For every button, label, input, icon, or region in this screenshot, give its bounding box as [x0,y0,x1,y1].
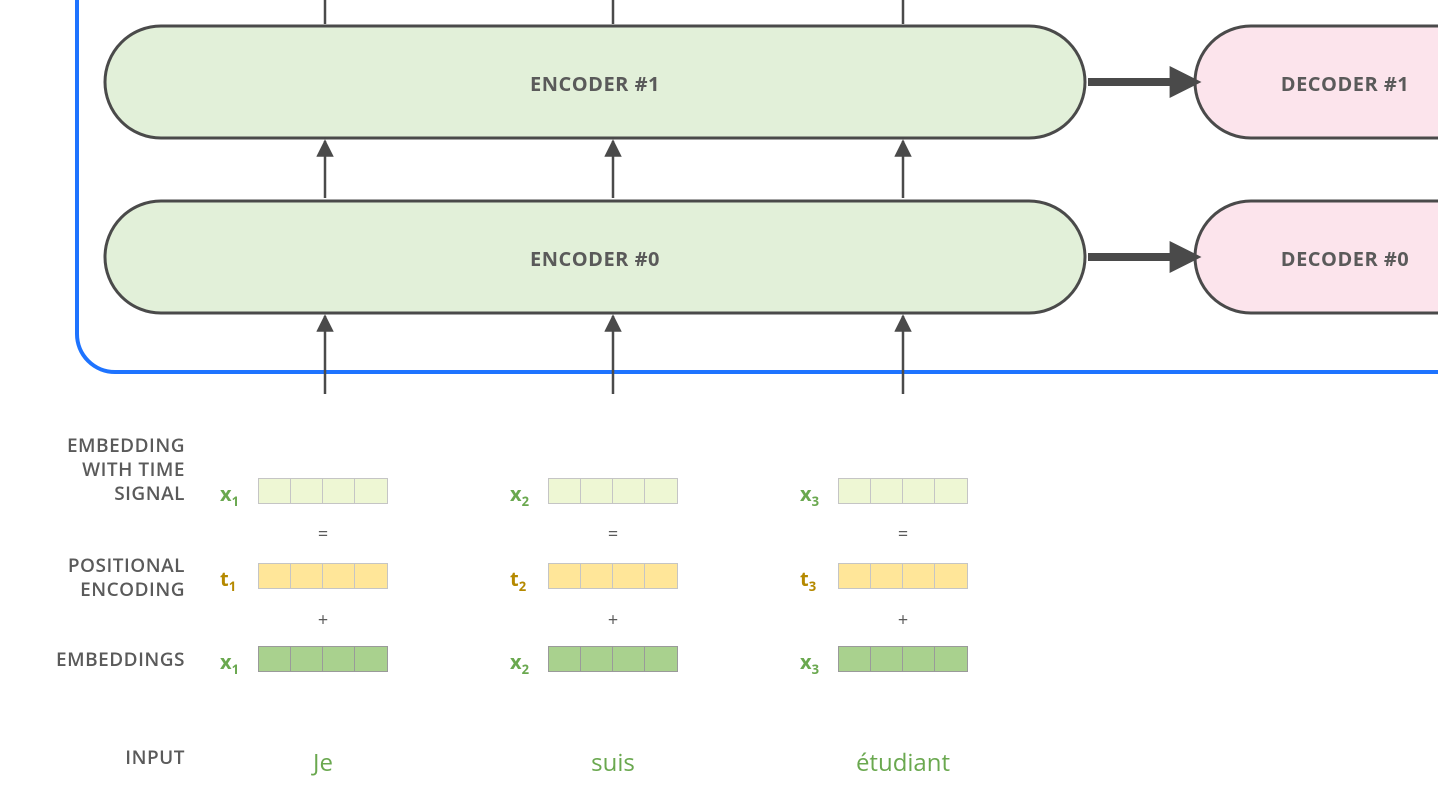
input-word-1: Je [218,746,428,779]
var-x-signal-2: x2 [510,480,529,510]
decoder-0-label: DECODER #0 [1195,245,1438,272]
row-label-embeddings: EMBEDDINGS [0,648,185,672]
op-eq-3: = [838,522,968,546]
op-eq-2: = [548,522,678,546]
var-x-signal-1: x1 [220,480,239,510]
row-label-positional: POSITIONALENCODING [0,554,185,602]
input-word-3: étudiant [798,746,1008,779]
vector-x-signal-2 [548,478,678,504]
vector-t-2 [548,563,678,589]
vector-x-signal-3 [838,478,968,504]
vector-t-3 [838,563,968,589]
var-t-1: t1 [220,565,236,595]
diagram-canvas [0,0,1438,793]
vector-x-embed-3 [838,646,968,672]
var-x-embed-3: x3 [800,648,819,678]
var-t-2: t2 [510,565,526,595]
var-t-3: t3 [800,565,816,595]
vector-x-signal-1 [258,478,388,504]
encoder-0-label: ENCODER #0 [105,245,1085,272]
vector-t-1 [258,563,388,589]
row-label-embedding-signal: EMBEDDINGWITH TIMESIGNAL [0,434,185,505]
op-plus-1: + [258,608,388,632]
op-plus-3: + [838,608,968,632]
vector-x-embed-1 [258,646,388,672]
var-x-embed-1: x1 [220,648,239,678]
var-x-embed-2: x2 [510,648,529,678]
op-eq-1: = [258,522,388,546]
op-plus-2: + [548,608,678,632]
encoder-1-label: ENCODER #1 [105,70,1085,97]
row-label-input: INPUT [0,746,185,770]
input-word-2: suis [508,746,718,779]
var-x-signal-3: x3 [800,480,819,510]
vector-x-embed-2 [548,646,678,672]
decoder-1-label: DECODER #1 [1195,70,1438,97]
